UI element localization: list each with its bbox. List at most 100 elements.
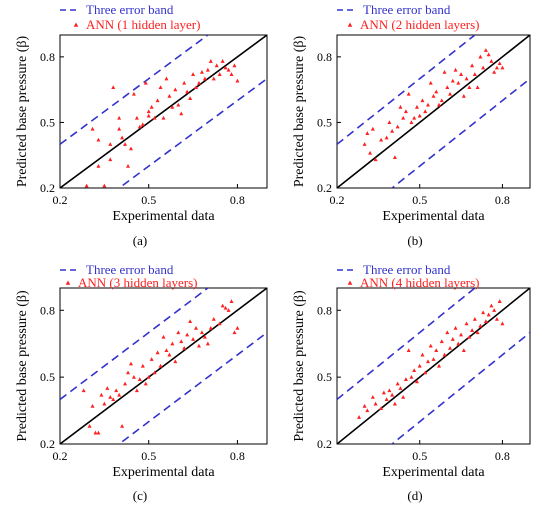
data-point: [456, 80, 461, 85]
data-point: [126, 370, 131, 375]
data-point: [467, 85, 472, 90]
data-point: [117, 392, 122, 397]
y-tick-label: 0.5: [317, 115, 332, 129]
y-tick-label: 0.8: [317, 50, 332, 64]
data-point: [373, 157, 378, 162]
x-tick-label: 0.8: [495, 449, 510, 463]
data-point: [117, 126, 122, 131]
data-point: [370, 395, 375, 399]
upper-error-band: [337, 288, 477, 401]
data-point: [390, 128, 395, 133]
data-point: [439, 339, 444, 344]
data-point: [229, 299, 234, 303]
data-point: [123, 381, 128, 386]
data-point: [99, 392, 104, 397]
y-tick-label: 0.2: [40, 181, 55, 195]
data-point: [414, 104, 419, 109]
identity-line: [60, 35, 267, 188]
data-point: [226, 308, 231, 312]
plot-frame: [336, 287, 531, 445]
data-point: [470, 63, 475, 68]
legend-ann-label: ANN (4 hidden layers): [360, 275, 480, 290]
lower-error-band: [117, 78, 267, 188]
x-tick-label: 0.8: [230, 193, 245, 207]
data-point: [434, 89, 439, 94]
data-point: [409, 374, 414, 379]
data-point: [437, 363, 442, 368]
data-point: [425, 359, 430, 364]
data-point: [497, 299, 502, 303]
data-point: [425, 102, 430, 107]
data-point: [450, 78, 455, 83]
data-point: [235, 325, 240, 330]
data-point: [395, 381, 400, 386]
plot-area: [337, 288, 530, 444]
data-point: [409, 120, 414, 125]
data-point: [205, 341, 210, 346]
data-point: [208, 325, 213, 330]
data-point: [226, 67, 231, 72]
data-point: [137, 124, 142, 129]
data-point: [398, 386, 403, 390]
data-point: [456, 341, 461, 346]
data-point: [434, 348, 439, 352]
data-point: [384, 397, 389, 402]
data-point: [467, 334, 472, 339]
data-point: [179, 339, 184, 344]
data-point: [453, 67, 458, 72]
data-point: [406, 91, 411, 96]
data-point: [188, 319, 193, 324]
x-tick-label: 0.8: [495, 193, 510, 207]
data-point: [459, 72, 464, 76]
data-point: [470, 328, 475, 332]
data-point: [108, 157, 113, 162]
data-point: [164, 348, 169, 352]
legend-band-label: Three error band: [86, 262, 174, 277]
data-point: [152, 370, 157, 375]
data-point: [196, 80, 201, 85]
x-tick-label: 0.5: [141, 193, 156, 207]
data-point: [403, 377, 408, 381]
data-point: [494, 65, 499, 70]
plot-area: [60, 35, 267, 188]
data-point: [164, 76, 169, 81]
data-point: [483, 48, 488, 52]
data-point: [146, 374, 151, 379]
data-point: [143, 80, 148, 85]
upper-error-band: [60, 35, 210, 145]
data-point: [392, 155, 397, 159]
data-point: [392, 401, 397, 406]
identity-line: [60, 288, 267, 444]
data-point: [146, 113, 151, 118]
x-axis-label: Experimental data: [112, 209, 215, 224]
data-point: [194, 85, 199, 90]
data-point: [90, 126, 95, 131]
data-point: [185, 332, 190, 337]
data-point: [390, 392, 395, 397]
data-point: [143, 381, 148, 386]
data-point: [395, 124, 400, 129]
y-tick-label: 0.5: [40, 370, 55, 384]
data-point: [381, 390, 386, 395]
x-tick-label: 0.2: [53, 449, 68, 463]
data-point: [442, 69, 447, 74]
panel-label: (c): [133, 488, 147, 503]
data-point: [365, 408, 370, 413]
data-point: [232, 63, 237, 68]
data-point: [199, 330, 204, 335]
data-point: [478, 54, 483, 59]
data-point: [152, 115, 157, 120]
x-axis-label: Experimental data: [382, 209, 485, 224]
data-point: [205, 67, 210, 72]
data-point: [417, 363, 422, 368]
data-point: [111, 397, 116, 402]
panel-b: 0.2 0.5 0.8 0.2 0.5 0.8 Experimental data Predi…: [292, 2, 531, 248]
data-point: [362, 403, 367, 408]
data-point: [161, 115, 166, 120]
data-point: [176, 102, 181, 107]
x-tick-label: 0.5: [412, 449, 427, 463]
data-point: [202, 334, 207, 339]
data-point: [182, 345, 187, 350]
